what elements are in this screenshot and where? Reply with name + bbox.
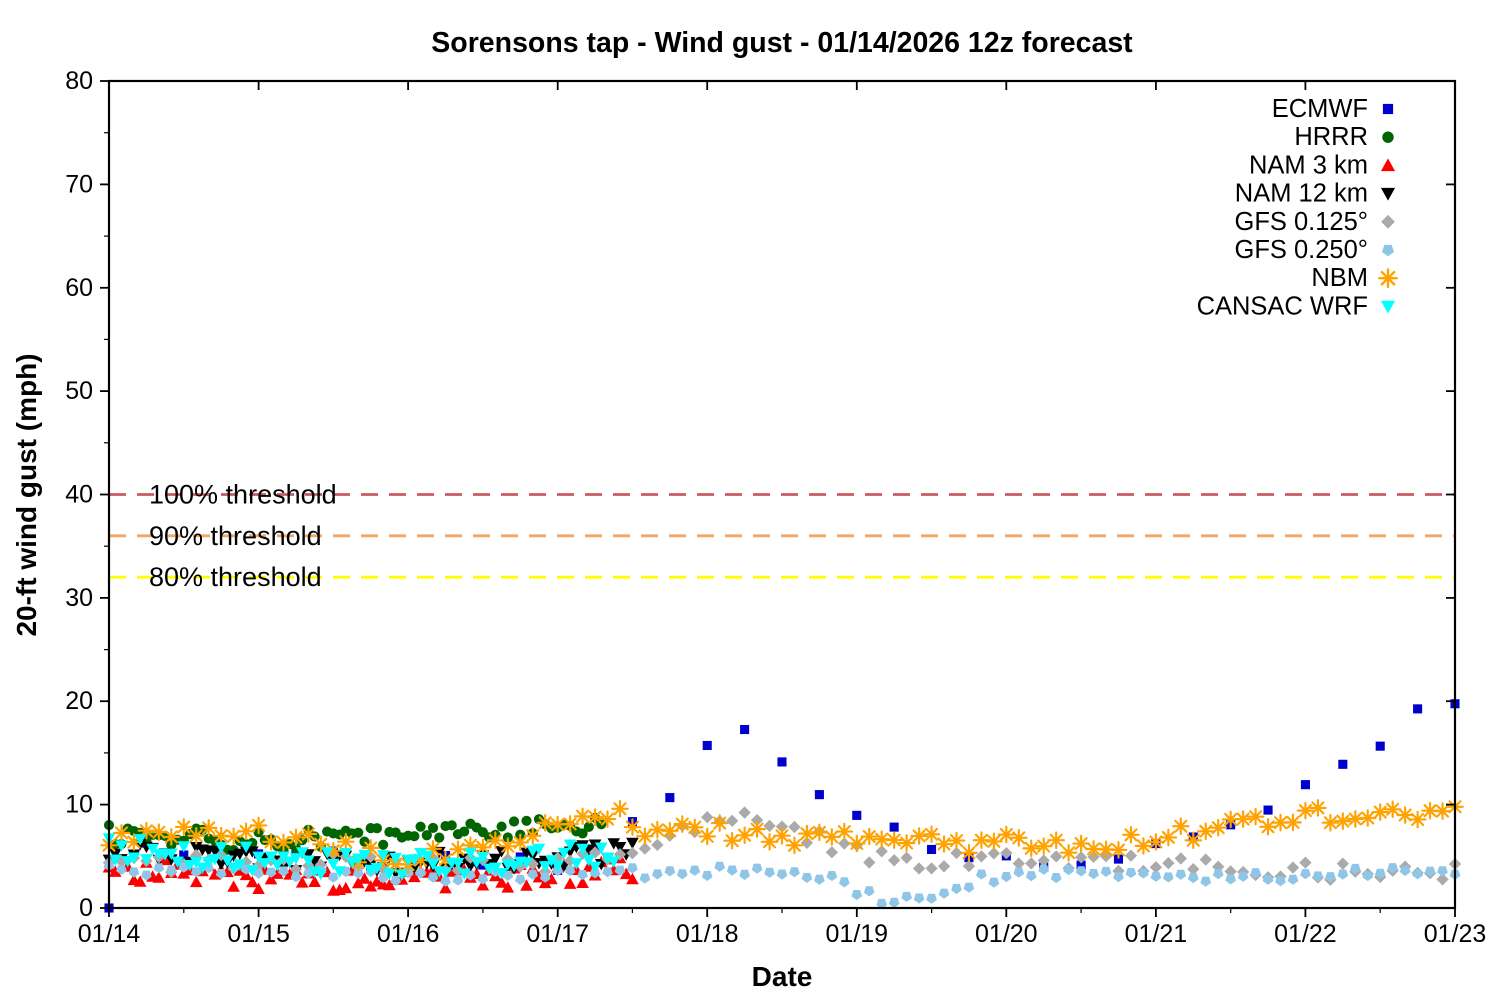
svg-text:NAM 3 km: NAM 3 km (1249, 151, 1368, 179)
svg-text:01/22: 01/22 (1274, 920, 1337, 948)
svg-text:01/21: 01/21 (1125, 920, 1188, 948)
svg-text:01/17: 01/17 (526, 920, 589, 948)
svg-text:NAM 12 km: NAM 12 km (1235, 180, 1368, 208)
svg-text:01/18: 01/18 (676, 920, 739, 948)
svg-text:60: 60 (65, 274, 93, 302)
svg-text:01/15: 01/15 (227, 920, 290, 948)
svg-text:30: 30 (65, 584, 93, 612)
svg-text:01/19: 01/19 (826, 920, 889, 948)
svg-text:HRRR: HRRR (1294, 123, 1368, 151)
svg-text:01/20: 01/20 (975, 920, 1038, 948)
svg-text:01/14: 01/14 (78, 920, 141, 948)
svg-text:01/16: 01/16 (377, 920, 440, 948)
svg-text:80: 80 (65, 67, 93, 95)
svg-text:ECMWF: ECMWF (1272, 95, 1368, 123)
svg-text:NBM: NBM (1311, 264, 1368, 292)
svg-text:CANSAC WRF: CANSAC WRF (1197, 292, 1368, 320)
svg-text:50: 50 (65, 377, 93, 405)
svg-text:90% threshold: 90% threshold (149, 521, 322, 551)
svg-text:20: 20 (65, 687, 93, 715)
svg-text:10: 10 (65, 791, 93, 819)
svg-text:GFS 0.250°: GFS 0.250° (1234, 236, 1368, 264)
svg-text:0: 0 (79, 894, 93, 922)
svg-text:40: 40 (65, 481, 93, 509)
svg-text:01/23: 01/23 (1424, 920, 1487, 948)
svg-text:80% threshold: 80% threshold (149, 562, 322, 592)
svg-text:100% threshold: 100% threshold (149, 480, 337, 510)
svg-text:70: 70 (65, 170, 93, 198)
svg-text:GFS 0.125°: GFS 0.125° (1234, 208, 1368, 236)
